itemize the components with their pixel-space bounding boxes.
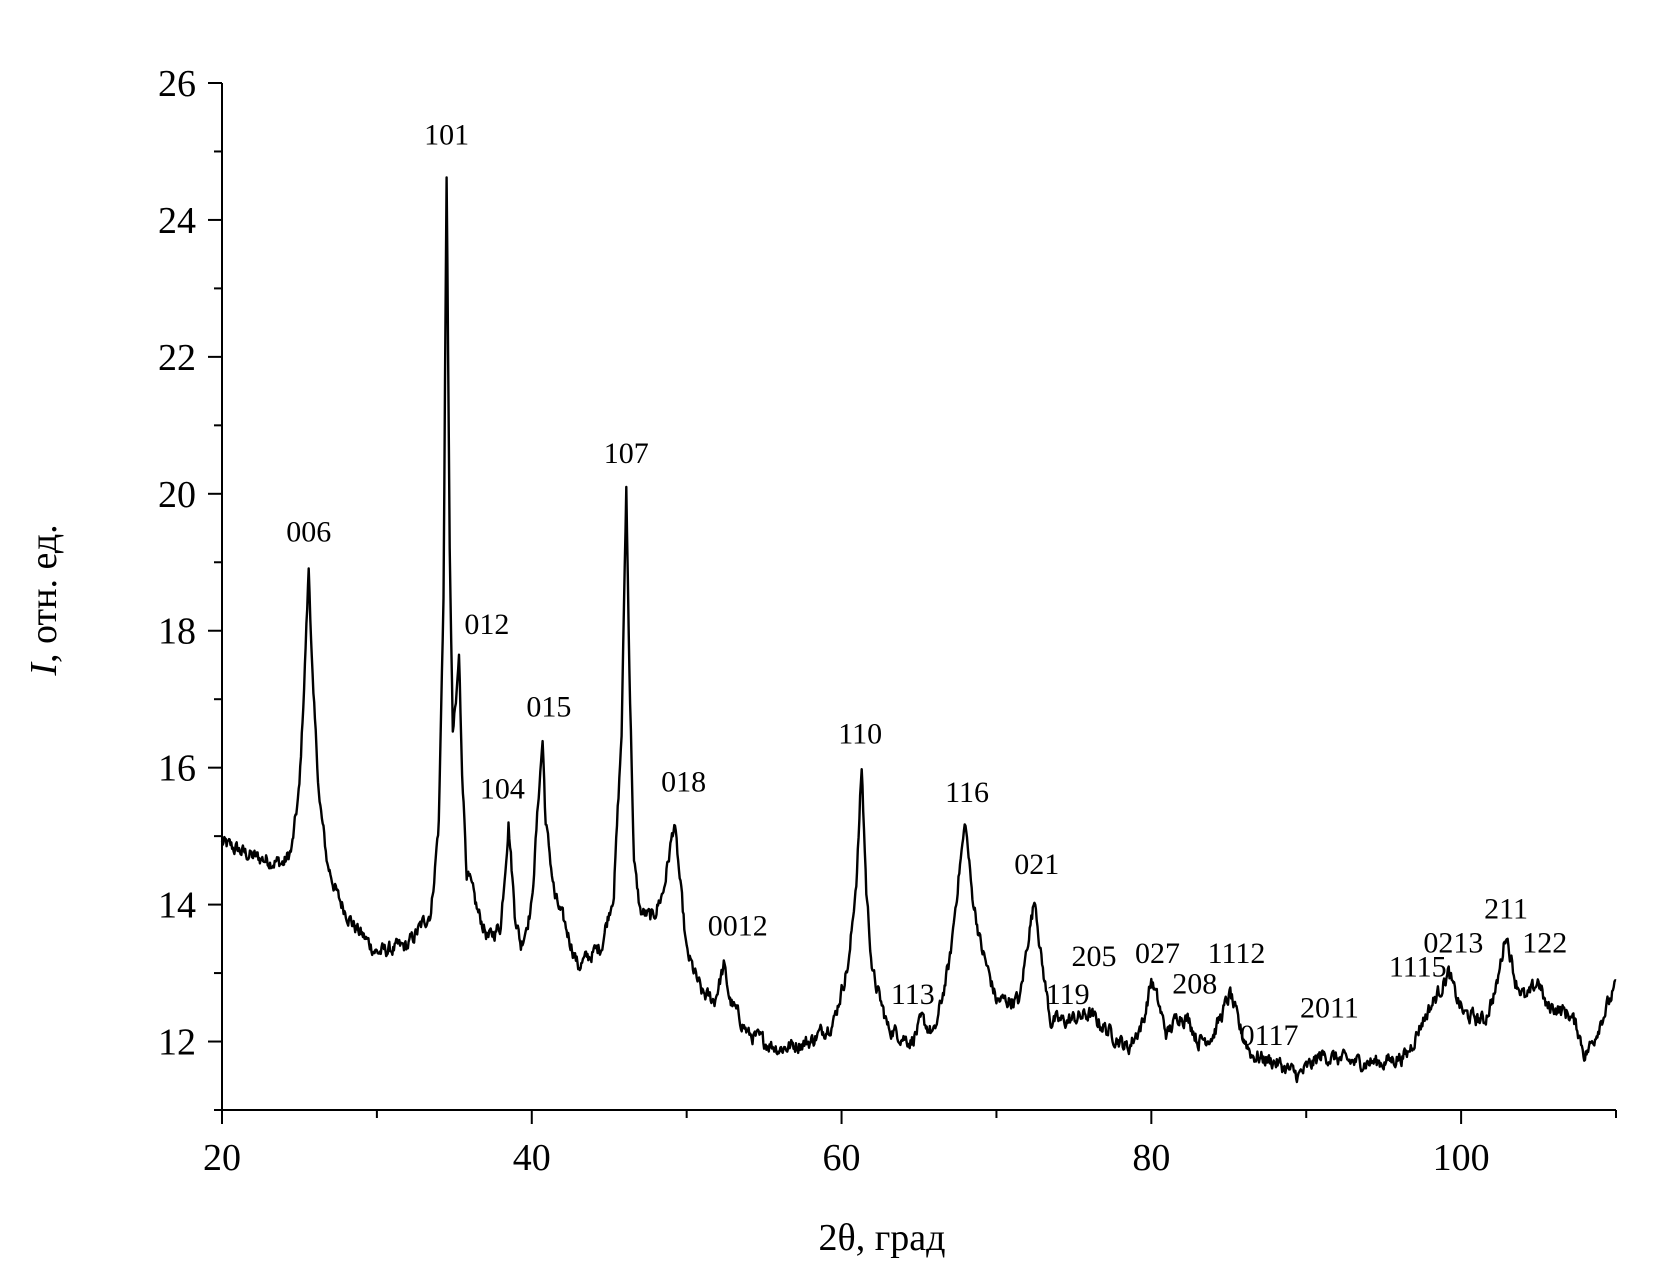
x-tick-label: 20 <box>203 1137 241 1179</box>
peak-label-101: 101 <box>424 119 469 152</box>
y-tick-label: 24 <box>158 200 196 242</box>
y-tick-label: 16 <box>158 748 196 790</box>
y-axis-label: I, отн. ед. <box>23 524 65 676</box>
y-tick-label: 20 <box>158 474 196 516</box>
peak-label-122: 122 <box>1522 927 1567 960</box>
peak-label-1115: 1115 <box>1389 950 1447 983</box>
x-tick-label: 100 <box>1433 1137 1490 1179</box>
x-tick-label: 40 <box>513 1137 551 1179</box>
peak-label-012: 012 <box>464 608 509 641</box>
peak-label-110: 110 <box>838 718 882 751</box>
y-axis-symbol: I <box>23 661 65 677</box>
peak-label-1112: 1112 <box>1208 937 1266 970</box>
peak-label-018: 018 <box>661 766 706 799</box>
y-tick-label: 12 <box>158 1022 196 1064</box>
y-tick-label: 26 <box>158 63 196 105</box>
peak-labels: 006 101 012 104 015 107 018 0012 110 113 116 021 119… <box>286 119 1567 1052</box>
peak-label-0213: 0213 <box>1423 927 1483 960</box>
tick-labels: 12 14 16 18 20 22 24 26 20 40 60 80 100 <box>158 63 1490 1179</box>
x-tick-label: 60 <box>823 1137 861 1179</box>
peak-label-2011: 2011 <box>1300 992 1359 1025</box>
y-tick-label: 14 <box>158 885 196 927</box>
axes <box>221 83 1616 1111</box>
peak-label-205: 205 <box>1072 940 1117 973</box>
peak-label-104: 104 <box>480 772 525 805</box>
peak-label-107: 107 <box>604 437 649 470</box>
peak-label-208: 208 <box>1172 968 1217 1001</box>
tick-marks <box>208 82 1617 1124</box>
peak-label-0117: 0117 <box>1240 1019 1299 1052</box>
peak-label-015: 015 <box>526 690 571 723</box>
peak-label-0012: 0012 <box>708 909 768 942</box>
peak-label-116: 116 <box>945 776 989 809</box>
y-tick-label: 22 <box>158 337 196 379</box>
peak-label-211: 211 <box>1484 892 1528 925</box>
y-tick-label: 18 <box>158 611 196 653</box>
x-tick-label: 80 <box>1132 1137 1170 1179</box>
peak-label-027: 027 <box>1135 937 1180 970</box>
peak-label-006: 006 <box>286 516 331 549</box>
x-axis-label: 2θ, град <box>819 1217 946 1259</box>
peak-label-119: 119 <box>1046 978 1090 1011</box>
peak-label-113: 113 <box>891 978 935 1011</box>
diffraction-curve <box>220 176 1617 1084</box>
peak-label-021: 021 <box>1014 848 1059 881</box>
y-axis-unit: , отн. ед. <box>23 524 65 663</box>
